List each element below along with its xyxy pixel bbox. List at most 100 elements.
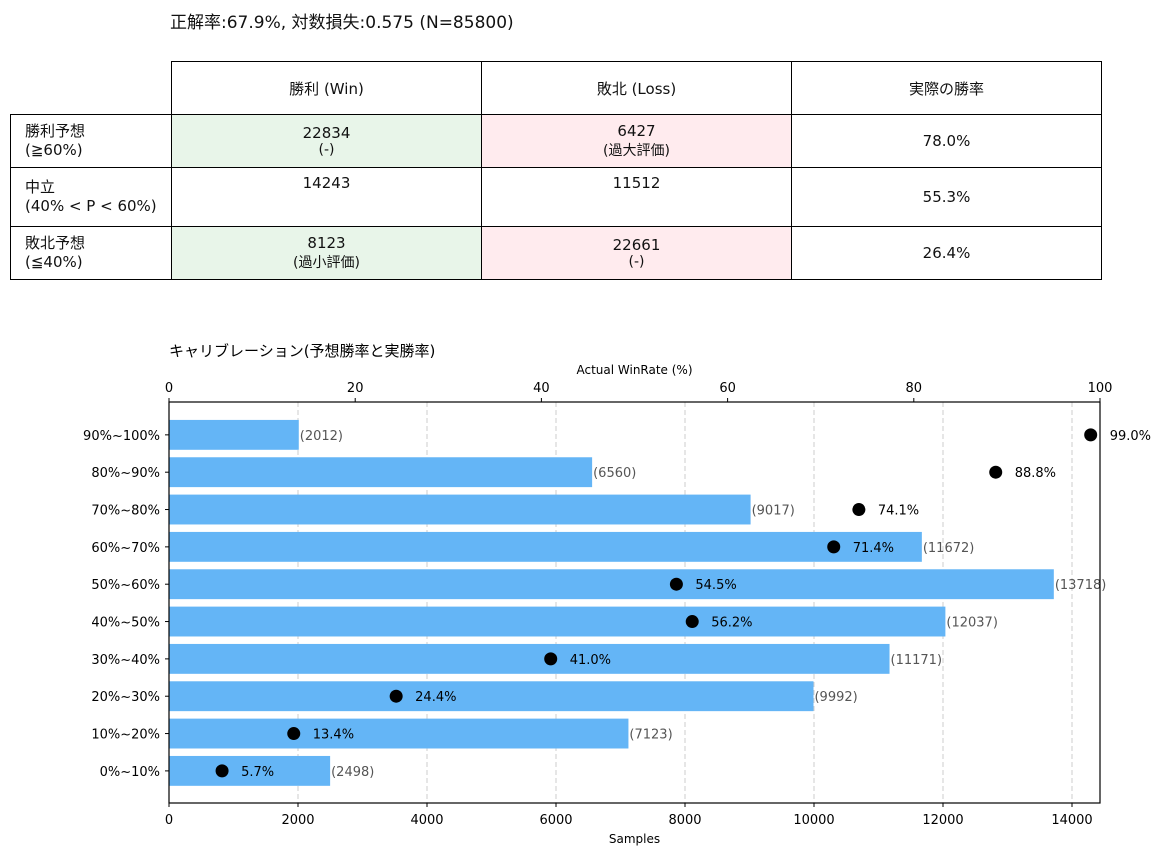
- x2-tick-label: 100: [1088, 381, 1113, 396]
- winrate-point: [389, 689, 403, 703]
- row-label-range: (≧60%): [25, 141, 83, 159]
- x-tick-label: 8000: [668, 813, 701, 828]
- winrate-point: [852, 503, 866, 517]
- cell-rate: 26.4%: [791, 226, 1102, 280]
- loss-note: (過大評価): [603, 143, 670, 159]
- bar-sample-label: (2498): [331, 765, 374, 780]
- bar: [169, 419, 299, 450]
- bar: [169, 755, 331, 786]
- bar-sample-label: (9017): [752, 504, 795, 519]
- chart-title: キャリブレーション(予想勝率と実勝率): [169, 342, 435, 360]
- bar-sample-label: (9992): [814, 690, 857, 705]
- y-tick-label: 40%~50%: [91, 616, 160, 631]
- winrate-label: 5.7%: [241, 765, 274, 780]
- winrate-label: 56.2%: [711, 616, 752, 631]
- y-tick-label: 30%~40%: [91, 653, 160, 668]
- winrate-point: [544, 652, 558, 666]
- bar: [169, 569, 1054, 600]
- summary-title: 正解率:67.9%, 対数損失:0.575 (N=85800): [170, 13, 514, 33]
- bar-sample-label: (12037): [946, 616, 998, 631]
- winrate-label: 88.8%: [1015, 466, 1056, 481]
- winrate-point: [685, 615, 699, 629]
- loss-count: 22661: [612, 236, 661, 254]
- winrate-point: [989, 465, 1003, 479]
- x2-axis-label: Actual WinRate (%): [576, 363, 692, 377]
- row-label: 敗北予想 (≦40%): [10, 226, 172, 280]
- cell-rate: 78.0%: [791, 114, 1102, 168]
- loss-count: 11512: [612, 174, 661, 192]
- x2-tick-label: 0: [165, 381, 173, 396]
- cell-loss: 22661 (-): [481, 226, 792, 280]
- y-tick-label: 60%~70%: [91, 541, 160, 556]
- cell-win: 8123 (過小評価): [171, 226, 482, 280]
- winrate-label: 41.0%: [570, 653, 611, 668]
- y-tick-label: 0%~10%: [100, 765, 160, 780]
- bar: [169, 643, 890, 674]
- x-tick-label: 0: [165, 813, 173, 828]
- row-label-main: 中立: [25, 178, 56, 196]
- y-tick-label: 10%~20%: [91, 728, 160, 743]
- winrate-point: [669, 577, 683, 591]
- winrate-point: [1084, 428, 1098, 442]
- bar: [169, 457, 593, 488]
- win-note: (-): [318, 142, 335, 158]
- cell-win: 22834 (-): [171, 114, 482, 168]
- row-label-main: 敗北予想: [25, 234, 86, 252]
- row-label: 勝利予想 (≧60%): [10, 114, 172, 168]
- win-count: 14243: [302, 174, 351, 192]
- row-label-range: (≦40%): [25, 253, 83, 271]
- bar-sample-label: (6560): [593, 466, 636, 481]
- winrate-label: 74.1%: [878, 504, 919, 519]
- y-tick-label: 80%~90%: [91, 466, 160, 481]
- x-tick-label: 12000: [922, 813, 963, 828]
- bar-sample-label: (13718): [1055, 578, 1107, 593]
- y-tick-label: 20%~30%: [91, 690, 160, 705]
- bar: [169, 681, 814, 712]
- winrate-label: 24.4%: [415, 690, 456, 705]
- win-count: 22834: [302, 124, 351, 142]
- winrate-point: [287, 727, 301, 741]
- y-tick-label: 50%~60%: [91, 578, 160, 593]
- table-row: 敗北予想 (≦40%) 8123 (過小評価) 22661 (-) 26.4%: [10, 226, 1102, 280]
- y-tick-label: 70%~80%: [91, 504, 160, 519]
- winrate-label: 71.4%: [853, 541, 894, 556]
- table-row: 中立 (40% < P < 60%) 14243 11512 55.3%: [10, 167, 1102, 227]
- bar-sample-label: (11171): [891, 653, 943, 668]
- winrate-point: [827, 540, 841, 554]
- cell-loss: 6427 (過大評価): [481, 114, 792, 168]
- header-rate: 実際の勝率: [791, 61, 1102, 115]
- header-loss: 敗北 (Loss): [481, 61, 792, 115]
- x-axis-label: Samples: [609, 832, 660, 846]
- x2-tick-label: 40: [533, 381, 550, 396]
- x-tick-label: 2000: [281, 813, 314, 828]
- x2-tick-label: 80: [906, 381, 923, 396]
- bar: [169, 531, 922, 562]
- confusion-table: 勝利 (Win) 敗北 (Loss) 実際の勝率 勝利予想 (≧60%) 22834…: [10, 61, 1102, 280]
- win-count: 8123: [307, 234, 346, 252]
- bar: [169, 606, 946, 637]
- row-label-main: 勝利予想: [25, 122, 86, 140]
- cell-loss: 11512: [481, 167, 792, 227]
- bar-sample-label: (11672): [923, 541, 975, 556]
- axes-frame: [168, 401, 1101, 804]
- win-note: (過小評価): [293, 255, 360, 271]
- bar-sample-label: (7123): [629, 728, 672, 743]
- bar: [169, 718, 629, 749]
- loss-note: (-): [628, 254, 645, 270]
- x-tick-label: 6000: [539, 813, 572, 828]
- x2-tick-label: 20: [347, 381, 364, 396]
- header-win: 勝利 (Win): [171, 61, 482, 115]
- cell-rate: 55.3%: [791, 167, 1102, 227]
- x-tick-label: 14000: [1051, 813, 1092, 828]
- y-tick-label: 90%~100%: [83, 429, 160, 444]
- row-label-range: (40% < P < 60%): [25, 197, 157, 215]
- cell-win: 14243: [171, 167, 482, 227]
- winrate-label: 99.0%: [1110, 429, 1151, 444]
- row-label: 中立 (40% < P < 60%): [10, 167, 172, 227]
- winrate-label: 13.4%: [313, 728, 354, 743]
- table-row: 勝利予想 (≧60%) 22834 (-) 6427 (過大評価) 78.0%: [10, 114, 1102, 168]
- winrate-label: 54.5%: [695, 578, 736, 593]
- bar-sample-label: (2012): [300, 429, 343, 444]
